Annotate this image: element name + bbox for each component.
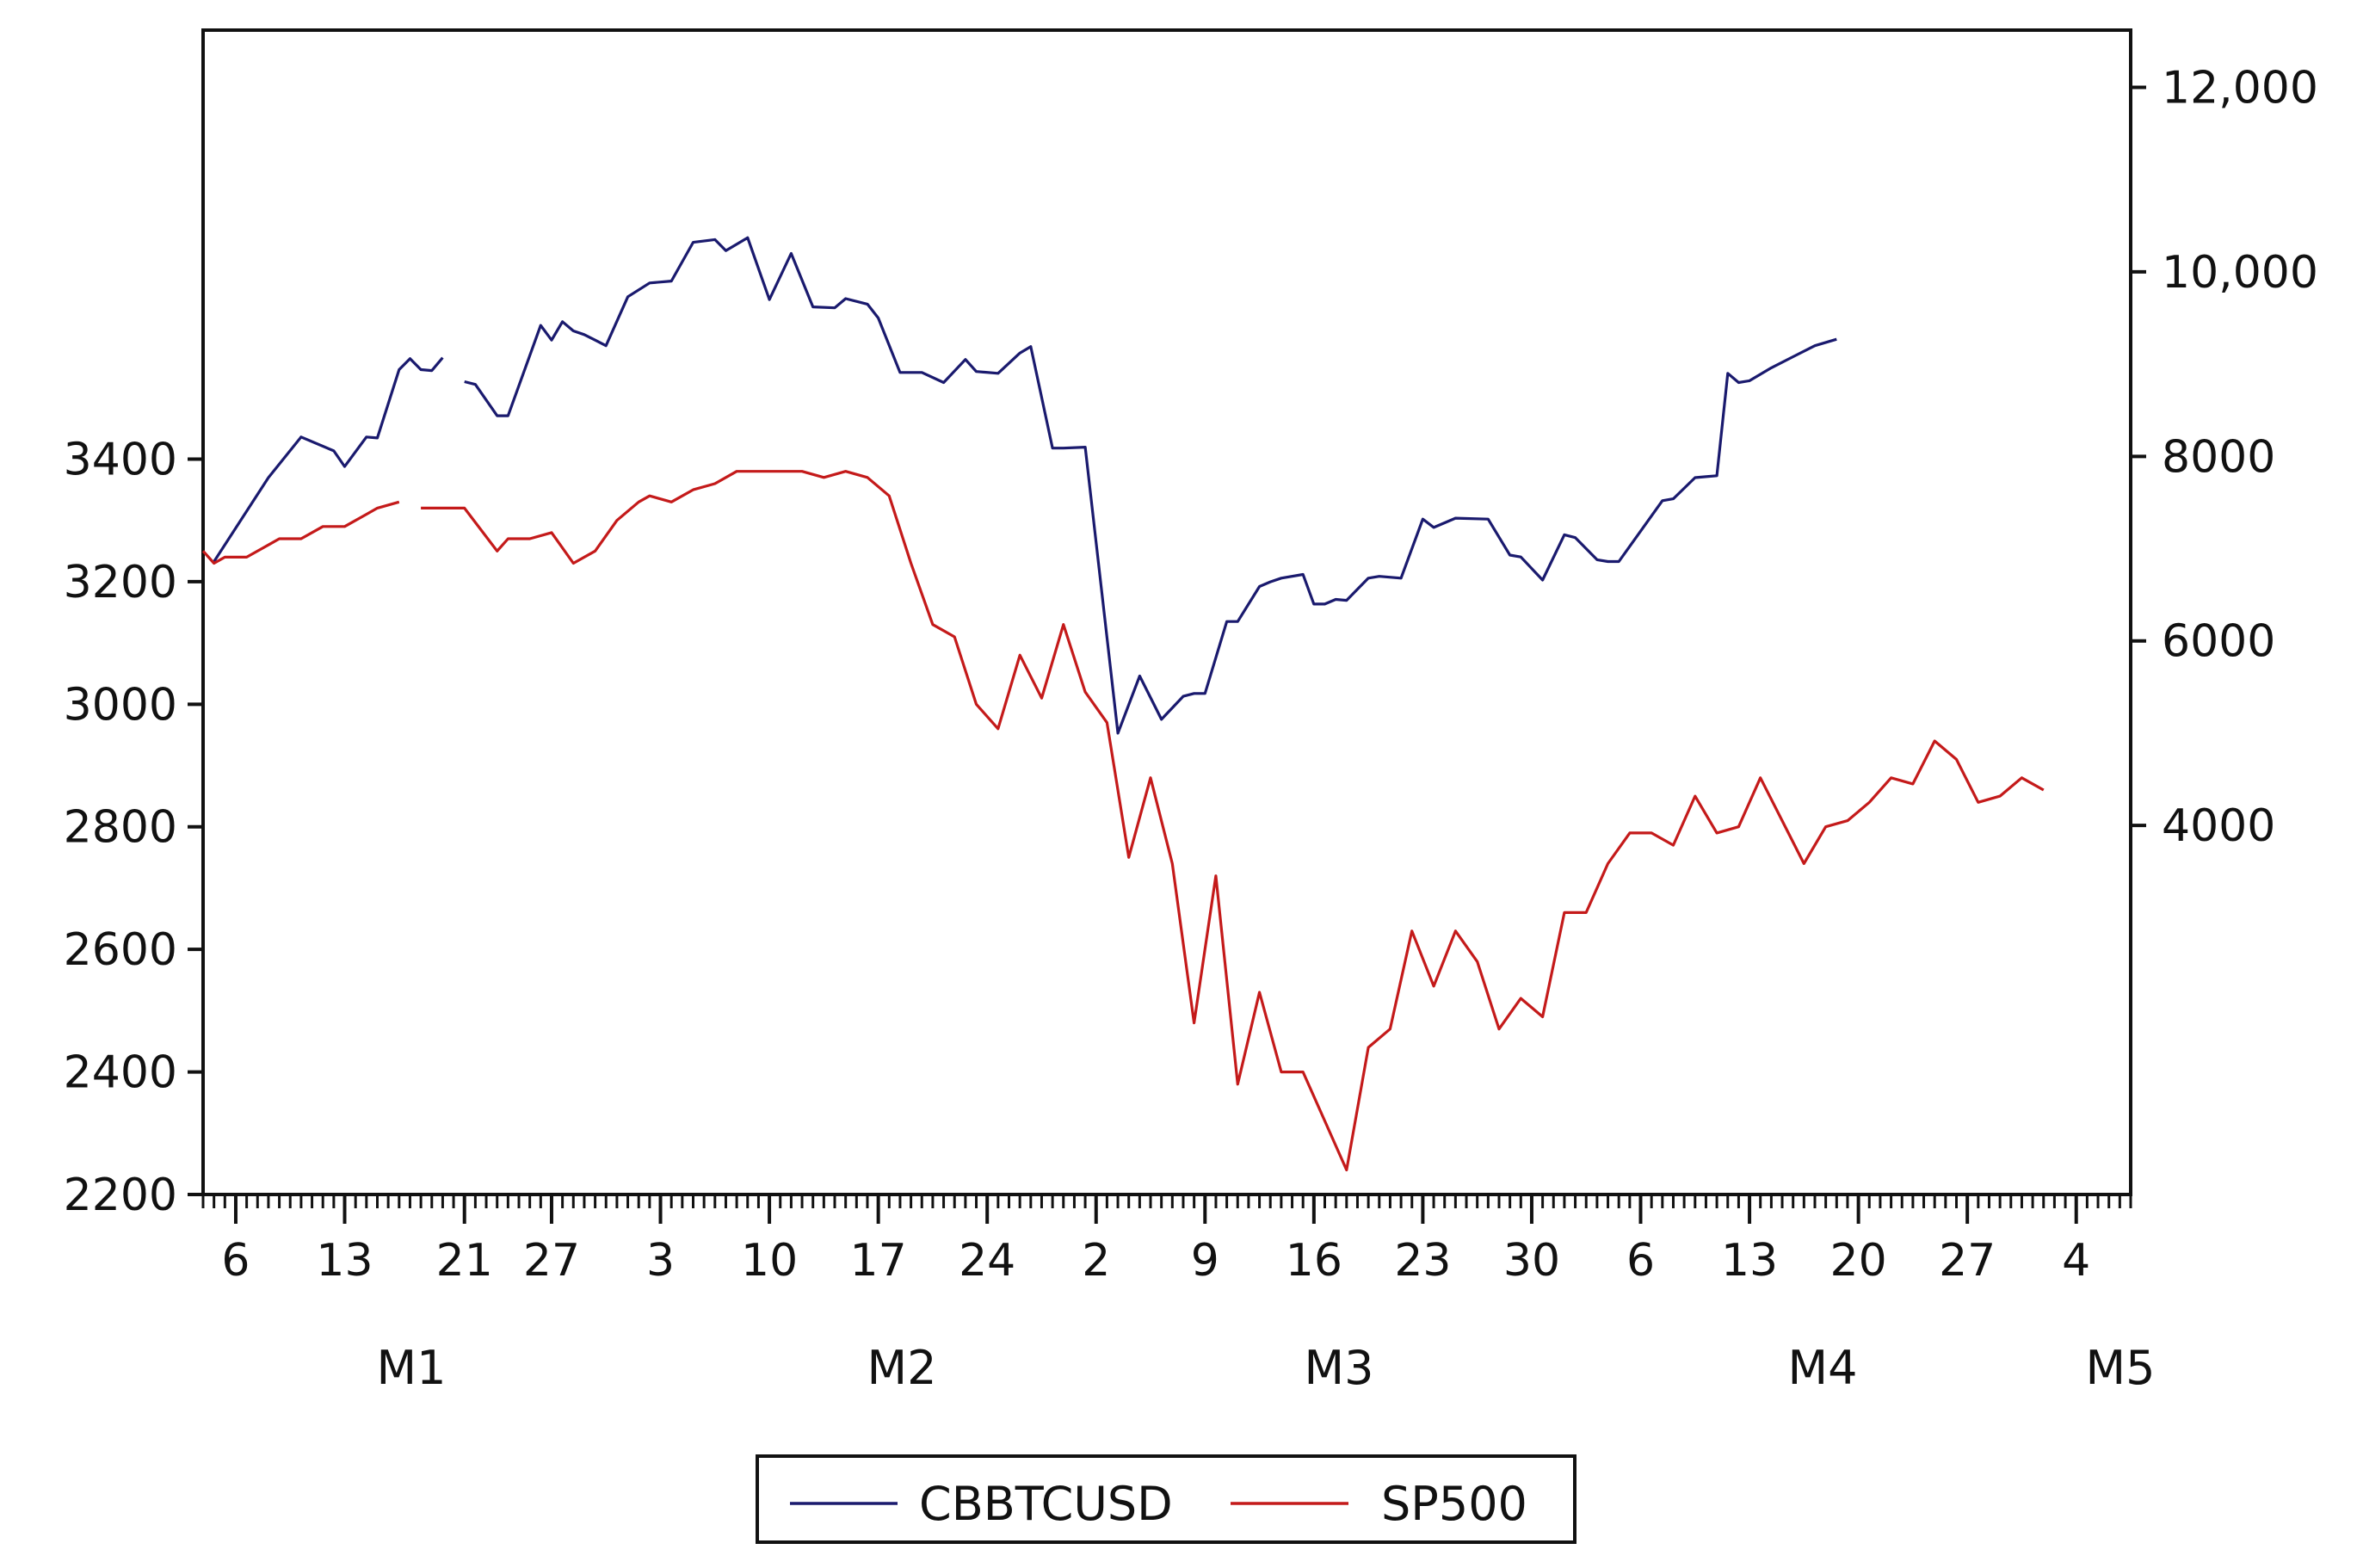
legend-label: CBBTCUSD: [919, 1477, 1173, 1531]
x-tick-label: 20: [1830, 1235, 1887, 1287]
right-y-axis: 4000 6000 8000 10,000 12,000: [2131, 62, 2318, 852]
left-y-tick-label: 3200: [64, 557, 177, 608]
series-line-cbbtcusd: [213, 356, 444, 563]
plot-frame: [201, 28, 2132, 1196]
x-tick-label: 6: [221, 1235, 250, 1287]
x-tick-label: 27: [1939, 1235, 1996, 1287]
x-tick-label: 9: [1191, 1235, 1219, 1287]
month-label: M1: [377, 1341, 447, 1395]
right-y-tick-label: 6000: [2162, 616, 2275, 668]
left-y-tick-label: 3400: [64, 434, 177, 485]
left-y-tick-label: 2200: [64, 1170, 177, 1221]
x-axis: 6 13 21 27 3 10 17 24 2 9 16 23 30 6 13 20 27 4 M1 M2 M3 M4 M5: [201, 1195, 2156, 1395]
x-tick-label: 27: [523, 1235, 580, 1287]
x-tick-label: 30: [1503, 1235, 1560, 1287]
x-tick-label: 23: [1394, 1235, 1451, 1287]
x-tick-label: 6: [1626, 1235, 1655, 1287]
month-label: M4: [1788, 1341, 1858, 1395]
left-y-axis: 2200 2400 2600 2800 3000 3200 3400: [64, 434, 203, 1221]
series-line-cbbtcusd: [464, 236, 1837, 735]
right-y-tick-label: 8000: [2162, 431, 2275, 483]
right-y-tick-label: 4000: [2162, 800, 2275, 852]
x-tick-label: 3: [646, 1235, 675, 1287]
left-y-tick-label: 2600: [64, 924, 177, 976]
right-y-tick-label: 12,000: [2162, 62, 2318, 114]
x-tick-label: 16: [1286, 1235, 1342, 1287]
x-tick-label: 13: [316, 1235, 373, 1287]
legend: CBBTCUSD SP500: [756, 1454, 1576, 1544]
x-tick-label: 13: [1721, 1235, 1778, 1287]
x-tick-label: 2: [1082, 1235, 1110, 1287]
series-line-sp500: [201, 500, 400, 565]
x-tick-label: 24: [959, 1235, 1015, 1287]
x-tick-label: 21: [436, 1235, 493, 1287]
series-line-sp500: [421, 470, 2045, 1172]
month-label: M3: [1305, 1341, 1374, 1395]
month-label: M5: [2086, 1341, 2156, 1395]
x-tick-label: 10: [741, 1235, 798, 1287]
left-y-tick-label: 2800: [64, 802, 177, 854]
x-tick-label: 17: [850, 1235, 907, 1287]
series-layer: [201, 236, 2045, 1172]
right-y-tick-label: 10,000: [2162, 247, 2318, 299]
left-y-tick-label: 3000: [64, 679, 177, 731]
left-y-tick-label: 2400: [64, 1047, 177, 1099]
x-tick-label: 4: [2062, 1235, 2090, 1287]
month-label: M2: [867, 1341, 937, 1395]
legend-label: SP500: [1381, 1477, 1527, 1531]
legend-box: [756, 1454, 1576, 1544]
